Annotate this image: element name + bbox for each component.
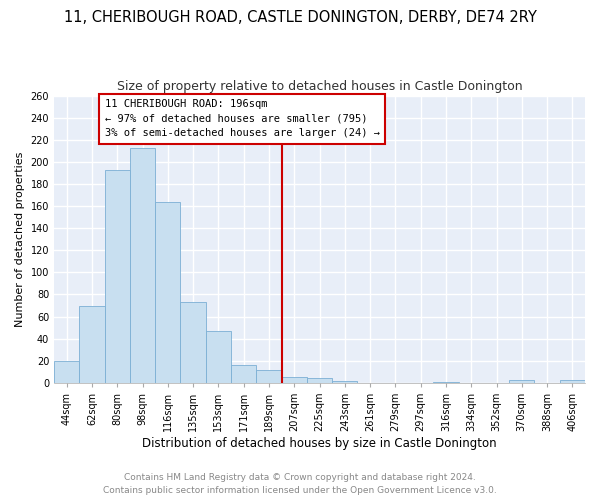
- Bar: [433, 382, 458, 383]
- Bar: [281, 378, 307, 383]
- Bar: [130, 148, 155, 383]
- Bar: [206, 331, 231, 383]
- Text: Contains HM Land Registry data © Crown copyright and database right 2024.
Contai: Contains HM Land Registry data © Crown c…: [103, 473, 497, 495]
- Bar: [332, 380, 358, 383]
- Text: 11 CHERIBOUGH ROAD: 196sqm
← 97% of detached houses are smaller (795)
3% of semi: 11 CHERIBOUGH ROAD: 196sqm ← 97% of deta…: [104, 99, 380, 138]
- Bar: [104, 170, 130, 383]
- X-axis label: Distribution of detached houses by size in Castle Donington: Distribution of detached houses by size …: [142, 437, 497, 450]
- Bar: [79, 306, 104, 383]
- Bar: [560, 380, 585, 383]
- Bar: [307, 378, 332, 383]
- Text: 11, CHERIBOUGH ROAD, CASTLE DONINGTON, DERBY, DE74 2RY: 11, CHERIBOUGH ROAD, CASTLE DONINGTON, D…: [64, 10, 536, 25]
- Title: Size of property relative to detached houses in Castle Donington: Size of property relative to detached ho…: [117, 80, 523, 93]
- Bar: [256, 370, 281, 383]
- Bar: [181, 302, 206, 383]
- Bar: [54, 361, 79, 383]
- Bar: [231, 365, 256, 383]
- Bar: [509, 380, 535, 383]
- Bar: [155, 202, 181, 383]
- Y-axis label: Number of detached properties: Number of detached properties: [15, 152, 25, 327]
